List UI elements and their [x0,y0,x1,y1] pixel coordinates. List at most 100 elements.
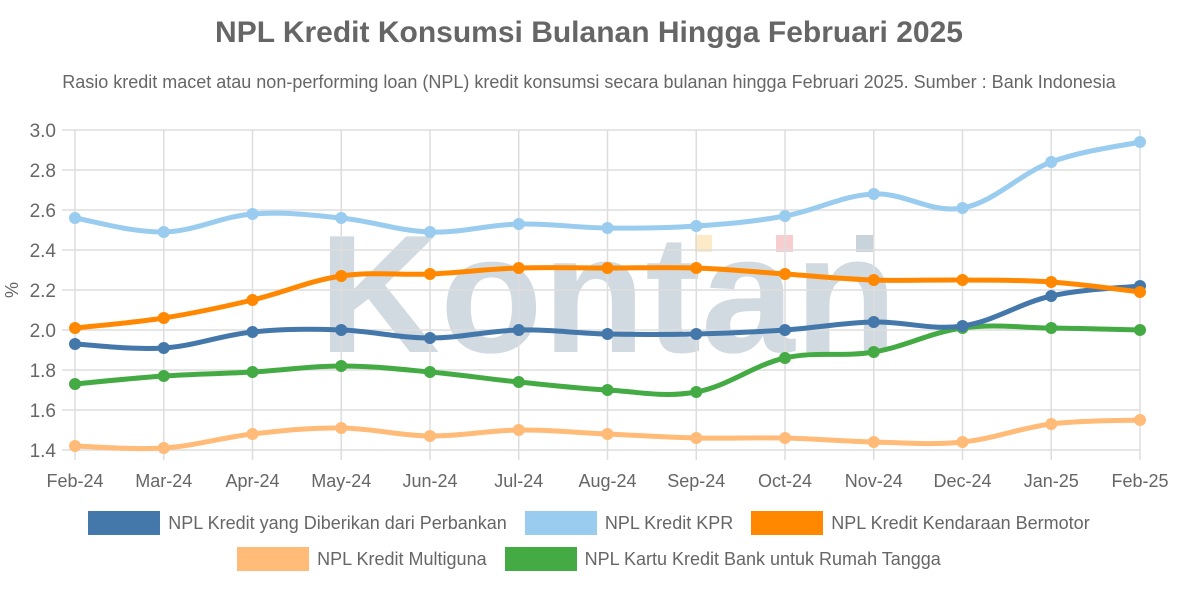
data-point[interactable] [69,338,81,350]
legend-item[interactable]: NPL Kredit Multiguna [237,547,487,571]
legend-label: NPL Kredit yang Diberikan dari Perbankan [168,512,507,533]
x-tick-label: May-24 [311,471,371,491]
data-point[interactable] [1134,414,1146,426]
y-tick-label: 1.4 [30,441,57,462]
y-tick-label: 1.6 [30,401,56,422]
data-point[interactable] [690,386,703,398]
data-point[interactable] [867,274,880,286]
data-point[interactable] [246,428,259,440]
data-point[interactable] [1045,156,1058,168]
data-point[interactable] [69,322,81,334]
data-point[interactable] [867,346,880,358]
data-point[interactable] [779,268,791,280]
data-point[interactable] [424,332,436,344]
data-point[interactable] [246,326,259,338]
data-point[interactable] [690,262,703,274]
x-tick-label: Dec-24 [933,471,991,491]
series-2 [69,262,1146,334]
data-point[interactable] [1045,322,1058,334]
data-point[interactable] [157,442,170,454]
legend-swatch-icon [504,547,577,571]
data-point[interactable] [69,212,81,224]
data-point[interactable] [601,428,614,440]
data-point[interactable] [246,366,259,378]
legend-swatch-icon [237,547,310,571]
data-point[interactable] [601,262,614,274]
data-point[interactable] [1045,290,1058,302]
watermark-accent-yellow [695,235,712,252]
y-tick-label: 3.0 [30,121,56,142]
data-point[interactable] [424,430,436,442]
data-point[interactable] [779,210,791,222]
legend-item[interactable]: NPL Kartu Kredit Bank untuk Rumah Tangga [504,547,941,571]
data-point[interactable] [335,212,348,224]
legend-item[interactable]: NPL Kredit KPR [524,511,733,535]
data-point[interactable] [512,424,525,436]
data-point[interactable] [424,268,436,280]
data-point[interactable] [512,324,525,336]
legend-item[interactable]: NPL Kredit Kendaraan Bermotor [751,511,1090,535]
legend-item[interactable]: NPL Kredit yang Diberikan dari Perbankan [88,511,507,535]
chart-subtitle: Rasio kredit macet atau non-performing l… [62,72,1116,92]
y-axis-label: % [2,282,22,298]
data-point[interactable] [335,422,348,434]
data-point[interactable] [690,220,703,232]
legend-swatch-icon [751,511,824,535]
data-point[interactable] [1045,418,1058,430]
y-tick-label: 2.6 [30,201,56,222]
data-point[interactable] [157,312,170,324]
data-point[interactable] [246,208,259,220]
data-point[interactable] [512,218,525,230]
data-point[interactable] [690,432,703,444]
data-point[interactable] [956,202,969,214]
data-point[interactable] [157,370,170,382]
data-point[interactable] [601,328,614,340]
data-point[interactable] [424,366,436,378]
series-1 [69,136,1146,238]
x-tick-label: Jul-24 [494,471,543,491]
x-tick-label: Oct-24 [758,471,812,491]
data-point[interactable] [335,270,348,282]
x-tick-label: Mar-24 [135,471,192,491]
data-point[interactable] [335,360,348,372]
data-point[interactable] [690,328,703,340]
y-tick-label: 2.2 [30,281,56,302]
chart-title: NPL Kredit Konsumsi Bulanan Hingga Febru… [215,16,963,49]
data-point[interactable] [601,222,614,234]
data-point[interactable] [867,188,880,200]
data-point[interactable] [512,262,525,274]
series-lines [69,136,1146,454]
data-point[interactable] [69,378,81,390]
data-point[interactable] [867,316,880,328]
x-tick-label: Apr-24 [225,471,279,491]
data-point[interactable] [69,440,81,452]
x-tick-label: Jan-25 [1024,471,1079,491]
data-point[interactable] [335,324,348,336]
data-point[interactable] [601,384,614,396]
series-0 [69,280,1146,354]
data-point[interactable] [157,226,170,238]
data-point[interactable] [1045,276,1058,288]
legend-label: NPL Kartu Kredit Bank untuk Rumah Tangga [584,548,941,569]
data-point[interactable] [956,274,969,286]
data-point[interactable] [956,320,969,332]
legend-swatch-icon [88,511,161,535]
x-tick-label: Nov-24 [845,471,903,491]
data-point[interactable] [157,342,170,354]
data-point[interactable] [867,436,880,448]
data-point[interactable] [779,324,791,336]
x-tick-label: Feb-25 [1111,471,1168,491]
data-point[interactable] [779,352,791,364]
data-point[interactable] [1134,136,1146,148]
data-point[interactable] [424,226,436,238]
line-chart: Kontan 1.41.61.82.02.22.42.62.83.0 Feb-2… [2,121,1169,491]
y-tick-label: 2.8 [30,161,56,182]
data-point[interactable] [1134,286,1146,298]
data-point[interactable] [1134,324,1146,336]
data-point[interactable] [956,436,969,448]
data-point[interactable] [779,432,791,444]
legend-label: NPL Kredit Multiguna [317,548,487,569]
data-point[interactable] [246,294,259,306]
legend-swatch-icon [524,511,597,535]
data-point[interactable] [512,376,525,388]
